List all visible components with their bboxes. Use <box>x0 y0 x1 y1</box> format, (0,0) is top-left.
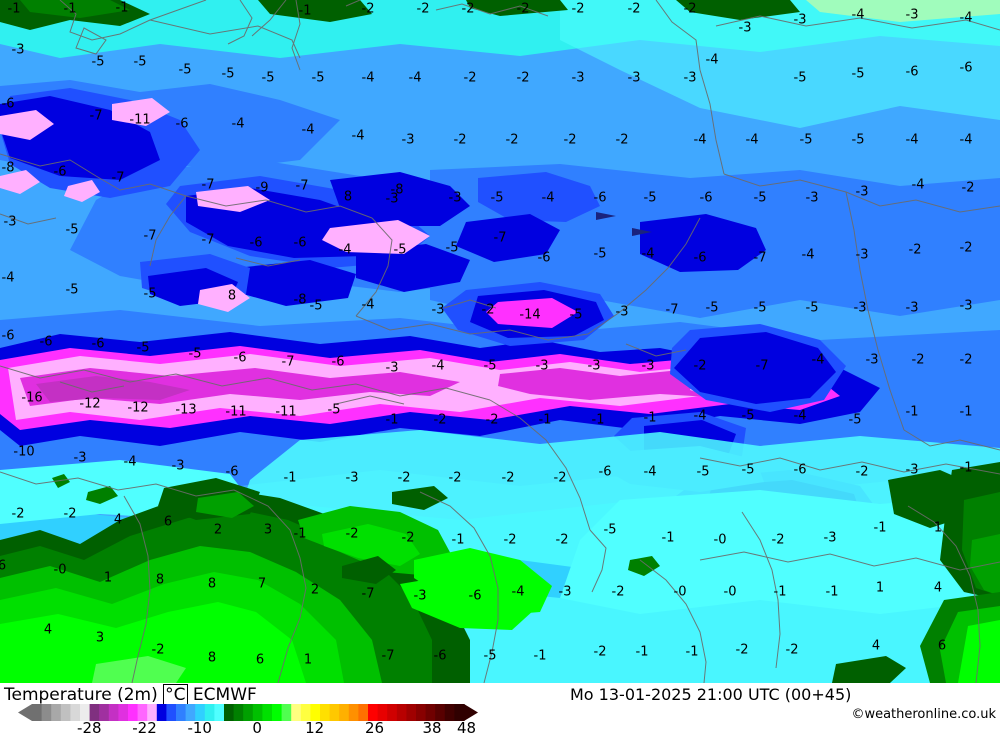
colorbar-tick: 48 <box>456 719 477 733</box>
map-title-model: ECMWF <box>192 685 257 705</box>
colorbar-tick: -28 <box>77 719 102 733</box>
map-footer: Temperature (2m) °C ECMWF Mo 13-01-2025 … <box>0 683 1000 733</box>
colorbar-tick: 38 <box>422 719 442 733</box>
colorbar-swatches <box>18 704 478 721</box>
colorbar-tick: -10 <box>187 719 212 733</box>
colorbar-tick: 0 <box>252 719 262 733</box>
temperature-colorbar[interactable] <box>18 704 478 721</box>
colorbar-tick: 26 <box>364 719 385 733</box>
copyright-notice: ©weatheronline.co.uk <box>851 707 996 722</box>
map-raster <box>0 0 1000 683</box>
map-title-variable: Temperature (2m) <box>4 685 158 705</box>
map-title-unit: °C <box>163 684 188 706</box>
colorbar-tick: -22 <box>132 719 157 733</box>
colorbar-tick: 12 <box>305 719 325 733</box>
map-title: Temperature (2m) °C ECMWF <box>4 684 257 706</box>
forecast-run-timestamp: Mo 13-01-2025 21:00 UTC (00+45) <box>570 685 852 704</box>
colorbar-tick-labels: -28 -22 -10 0 12 26 38 48 <box>0 719 480 733</box>
temperature-map[interactable]: -1 -1 -1 -1 -2 -2 -2 -2 -2 -2 -2 -3 -3 -4 -3 -4 -3 -5 -5 -5… <box>0 0 1000 683</box>
